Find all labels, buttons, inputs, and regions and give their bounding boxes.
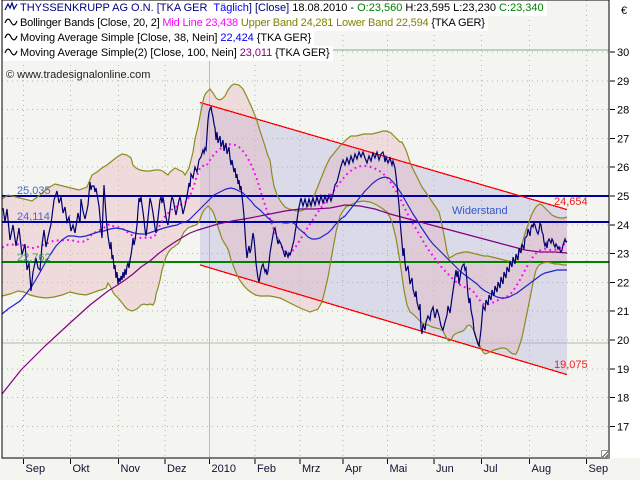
svg-text:Apr: Apr (345, 463, 362, 475)
svg-text:© www.tradesignalonline.com: © www.tradesignalonline.com (6, 69, 150, 81)
svg-text:30: 30 (617, 47, 629, 59)
svg-text:Nov: Nov (121, 463, 141, 475)
svg-text:Mai: Mai (390, 463, 408, 475)
svg-text:18: 18 (617, 393, 629, 405)
svg-text:22,762: 22,762 (17, 252, 51, 264)
svg-text:Widerstand: Widerstand (452, 205, 508, 217)
svg-text:19,075: 19,075 (554, 359, 588, 371)
svg-text:24,654: 24,654 (554, 196, 588, 208)
svg-text:Okt: Okt (73, 463, 90, 475)
svg-text:2010: 2010 (212, 463, 236, 475)
svg-text:23: 23 (617, 249, 629, 261)
svg-text:Feb: Feb (257, 463, 276, 475)
svg-text:€: € (621, 5, 627, 17)
svg-text:21: 21 (617, 306, 629, 318)
svg-text:Mrz: Mrz (302, 463, 320, 475)
svg-text:19: 19 (617, 364, 629, 376)
svg-text:20: 20 (617, 335, 629, 347)
svg-text:29: 29 (617, 76, 629, 88)
svg-text:Sep: Sep (26, 463, 46, 475)
svg-text:17: 17 (617, 421, 629, 433)
svg-text:24: 24 (617, 220, 629, 232)
svg-text:26: 26 (617, 162, 629, 174)
svg-text:25,035: 25,035 (17, 185, 51, 197)
svg-text:24,114: 24,114 (17, 211, 50, 223)
svg-text:22: 22 (617, 277, 629, 289)
svg-text:Jul: Jul (484, 463, 498, 475)
svg-text:Dez: Dez (167, 463, 187, 475)
svg-text:Sep: Sep (589, 463, 609, 475)
svg-text:Aug: Aug (532, 463, 552, 475)
svg-text:Jun: Jun (436, 463, 454, 475)
svg-text:28: 28 (617, 105, 629, 117)
svg-text:27: 27 (617, 133, 629, 145)
svg-text:25: 25 (617, 191, 629, 203)
